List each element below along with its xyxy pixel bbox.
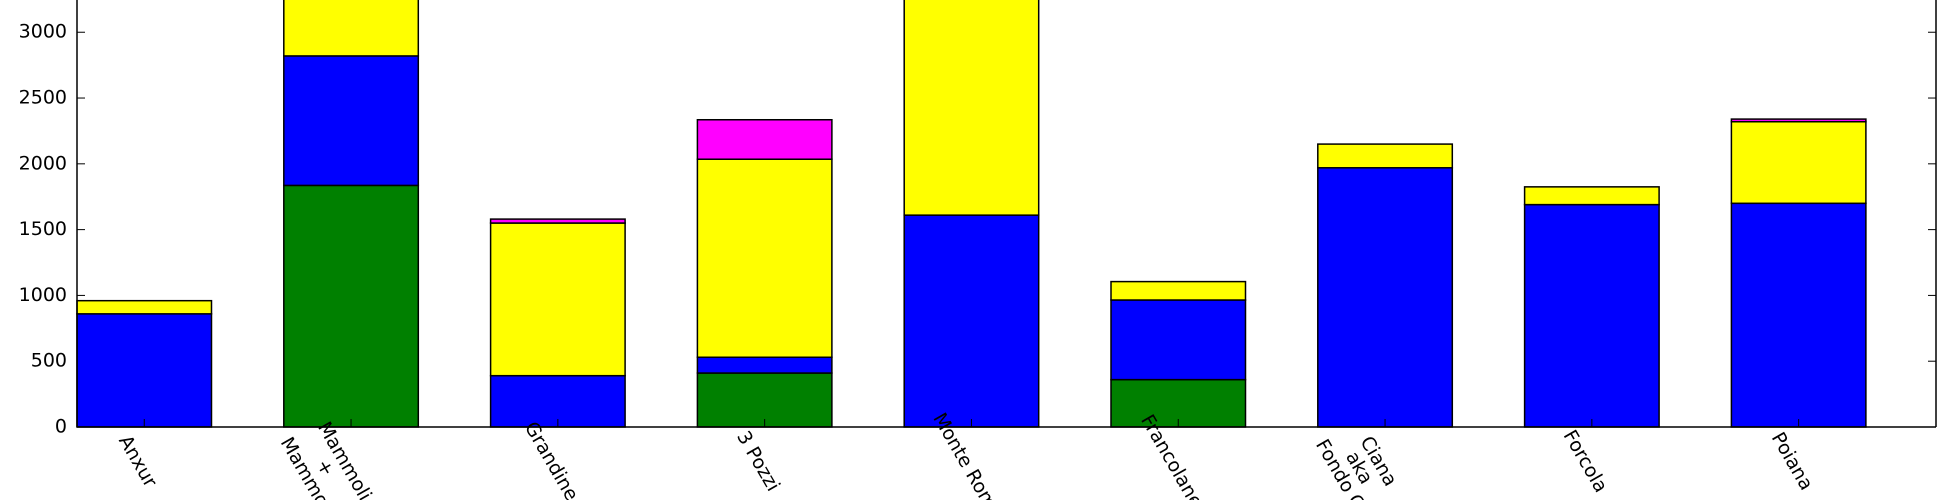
- x-tick-label-group: Grandine: [520, 418, 583, 500]
- y-tick-label: 2000: [19, 152, 67, 174]
- x-tick-label: Forcola: [1559, 426, 1612, 496]
- bar-segment: [283, 184, 420, 428]
- x-tick-label-group: Poiana: [1767, 428, 1818, 494]
- bar-segment: [696, 356, 833, 374]
- y-tick-label: 0: [55, 416, 67, 438]
- x-tick-label-group: 3 Pozzi: [732, 427, 784, 495]
- y-tick-label: 1000: [19, 284, 67, 306]
- bar-segment: [1110, 299, 1247, 381]
- bar-segment: [903, 0, 1040, 216]
- bar-segment: [76, 299, 213, 315]
- bar-segment: [283, 55, 420, 187]
- x-tick-label: 3 Pozzi: [732, 427, 784, 495]
- bar-segment: [696, 372, 833, 428]
- bar-segment: [1523, 203, 1660, 428]
- bar-segment: [1730, 118, 1867, 123]
- y-tick-label: 3000: [19, 21, 67, 43]
- bar-segment: [696, 158, 833, 359]
- bar-segment: [489, 218, 626, 224]
- bar-segment: [903, 214, 1040, 428]
- y-tick-label: 2500: [19, 87, 67, 109]
- bar-segment: [283, 0, 420, 57]
- x-tick-label: Grandine: [520, 418, 583, 500]
- bar-segment: [1317, 143, 1454, 169]
- bar-segment: [76, 313, 213, 428]
- x-tick-label-group: Anxur: [114, 431, 161, 491]
- bar-segment: [696, 118, 833, 160]
- bar-segment: [1523, 186, 1660, 206]
- bar-segment: [1110, 280, 1247, 301]
- x-tick-label: Anxur: [114, 431, 161, 491]
- bar-segment: [1730, 120, 1867, 205]
- x-tick-label-group: Forcola: [1559, 426, 1612, 496]
- bar-segment: [1317, 167, 1454, 428]
- bar-segment: [1730, 202, 1867, 428]
- y-tick-label: 1500: [19, 218, 67, 240]
- bar-segment: [489, 222, 626, 377]
- x-tick-label: Poiana: [1767, 428, 1818, 494]
- y-tick-label: 500: [31, 350, 67, 372]
